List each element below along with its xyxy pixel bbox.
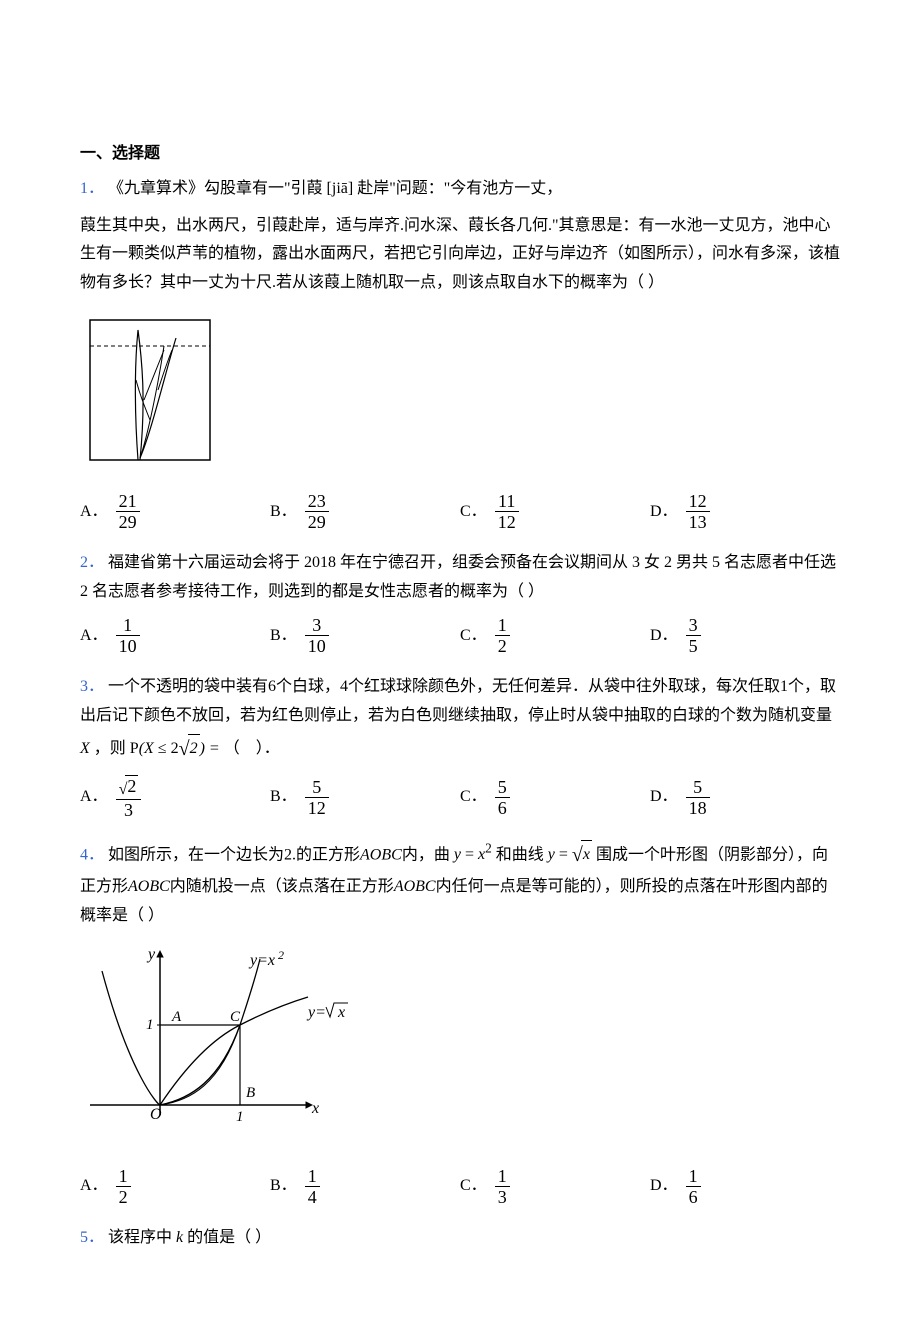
q4-aobc3: AOBC (394, 878, 436, 895)
q4-body5: 内随机投一点（该点落在正方形 (170, 878, 394, 895)
q2-number: 2． (80, 554, 104, 571)
fraction: 35 (686, 615, 701, 657)
choice-label: D． (650, 498, 678, 527)
eq2: y = √x (548, 846, 592, 863)
fraction: 110 (116, 615, 140, 657)
one-x: 1 (236, 1109, 244, 1125)
q2-choice-a: A． 110 (80, 615, 270, 657)
one-y: 1 (146, 1017, 154, 1033)
q4-choice-a: A． 12 (80, 1166, 270, 1208)
q4-number: 4． (80, 846, 104, 863)
q1-choice-c: C． 1112 (460, 491, 650, 533)
q1-line1: 《九章算术》勾股章有一"引葭 [jiā] 赴岸"问题："今有池方一丈， (108, 180, 562, 197)
choice-label: D． (650, 1172, 678, 1201)
curve-ysqrtx-rad: x (337, 1004, 345, 1021)
choice-label: D． (650, 622, 678, 651)
fraction: 56 (495, 777, 510, 819)
curve-yx2: y=x (248, 952, 275, 969)
axis-x-label: x (311, 1100, 319, 1117)
fraction: 1213 (686, 491, 710, 533)
q1-choice-b: B． 2329 (270, 491, 460, 533)
q4-diagram: y x O 1 1 A C B y=x 2 y= x (80, 945, 840, 1156)
fraction: 518 (686, 777, 710, 819)
q3-choice-d: D． 518 (650, 775, 840, 821)
choice-label: C． (460, 622, 487, 651)
question-1: 1． 《九章算术》勾股章有一"引葭 [jiā] 赴岸"问题："今有池方一丈， (80, 175, 840, 204)
q4-choice-c: C． 13 (460, 1166, 650, 1208)
fraction: 310 (305, 615, 329, 657)
q4-aobc1: AOBC (360, 846, 402, 863)
q4-body3: 和曲线 (496, 846, 548, 863)
fraction: 12 (116, 1166, 131, 1208)
choice-label: B． (270, 622, 297, 651)
q2-choice-c: C． 12 (460, 615, 650, 657)
choice-label: C． (460, 498, 487, 527)
eq1: y = x2 (454, 846, 492, 863)
q3-choices: A． √2 3 B． 512 C． 56 D． 518 (80, 775, 840, 821)
choice-label: A． (80, 1172, 108, 1201)
q4-aobc2: AOBC (128, 878, 170, 895)
fraction: √2 3 (116, 775, 142, 821)
section-title: 一、选择题 (80, 140, 840, 169)
choice-label: C． (460, 783, 487, 812)
q3-var: X (80, 740, 90, 757)
choice-label: C． (460, 1172, 487, 1201)
curve-yx2-sup: 2 (278, 948, 284, 962)
q1-choices: A． 2129 B． 2329 C． 1112 D． 1213 (80, 491, 840, 533)
q4-body2: 内，曲 (402, 846, 454, 863)
origin-label: O (150, 1106, 162, 1123)
q1-diagram (80, 310, 840, 481)
page: 一、选择题 1． 《九章算术》勾股章有一"引葭 [jiā] 赴岸"问题："今有池… (0, 0, 920, 1341)
question-4: 4． 如图所示，在一个边长为2.的正方形AOBC内，曲 y = x2 和曲线 y… (80, 837, 840, 931)
curve-ysqrtx: y= (306, 1004, 326, 1021)
q3-body2: ，则 (94, 740, 126, 757)
choice-label: A． (80, 622, 108, 651)
question-2: 2． 福建省第十六届运动会将于 2018 年在宁德召开，组委会预备在会议期间从 … (80, 549, 840, 607)
q2-choice-d: D． 35 (650, 615, 840, 657)
q3-number: 3． (80, 678, 104, 695)
fraction: 12 (495, 615, 510, 657)
q4-choice-b: B． 14 (270, 1166, 460, 1208)
choice-label: B． (270, 783, 297, 812)
q2-body: 福建省第十六届运动会将于 2018 年在宁德召开，组委会预备在会议期间从 3 女… (80, 554, 836, 600)
fraction: 13 (495, 1166, 510, 1208)
fraction: 2329 (305, 491, 329, 533)
q2-choices: A． 110 B． 310 C． 12 D． 35 (80, 615, 840, 657)
choice-label: A． (80, 783, 108, 812)
choice-label: B． (270, 498, 297, 527)
axis-y-label: y (146, 946, 156, 963)
fraction: 16 (686, 1166, 701, 1208)
q4-choice-d: D． 16 (650, 1166, 840, 1208)
choice-label: B． (270, 1172, 297, 1201)
q1-number: 1． (80, 180, 104, 197)
q4-body1: 如图所示，在一个边长为2.的正方形 (108, 846, 360, 863)
choice-label: D． (650, 783, 678, 812)
q2-choice-b: B． 310 (270, 615, 460, 657)
question-5: 5． 该程序中 k 的值是（ ） (80, 1224, 840, 1253)
q4-choices: A． 12 B． 14 C． 13 D． 16 (80, 1166, 840, 1208)
q5-body: 该程序中 k 的值是（ ） (108, 1229, 271, 1246)
choice-label: A． (80, 498, 108, 527)
fraction: 1112 (495, 491, 519, 533)
q3-choice-b: B． 512 (270, 775, 460, 821)
q5-number: 5． (80, 1229, 104, 1246)
point-a: A (171, 1009, 182, 1025)
fraction: 512 (305, 777, 329, 819)
q1-choice-d: D． 1213 (650, 491, 840, 533)
fraction: 14 (305, 1166, 320, 1208)
q1-line2: 葭生其中央，出水两尺，引葭赴岸，适与岸齐.问水深、葭长各几何."其意思是：有一水… (80, 212, 840, 298)
fraction: 2129 (116, 491, 140, 533)
point-b: B (246, 1085, 255, 1101)
q3-choice-a: A． √2 3 (80, 775, 270, 821)
point-c: C (230, 1009, 241, 1025)
q3-prob: P(X ≤ 2√2) = (130, 740, 224, 757)
question-3: 3． 一个不透明的袋中装有6个白球，4个红球球除颜色外，无任何差异．从袋中往外取… (80, 673, 840, 767)
q3-choice-c: C． 56 (460, 775, 650, 821)
q1-choice-a: A． 2129 (80, 491, 270, 533)
q3-body: 一个不透明的袋中装有6个白球，4个红球球除颜色外，无任何差异．从袋中往外取球，每… (80, 678, 836, 724)
